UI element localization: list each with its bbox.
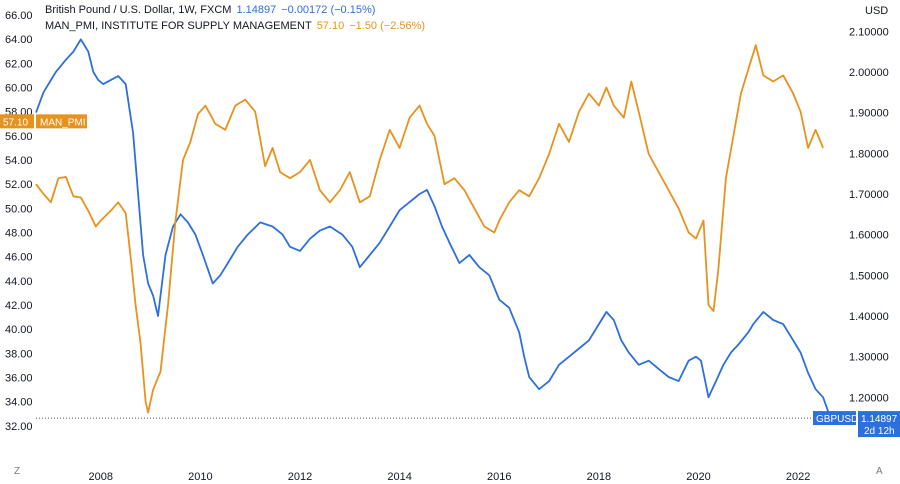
x-axis-tick-label: 2010 xyxy=(188,471,212,483)
legend-man-pmi[interactable]: MAN_PMI, INSTITUTE FOR SUPPLY MANAGEMENT… xyxy=(45,20,425,32)
left-price-axis[interactable]: 66.0064.0062.0060.0058.0056.0054.0052.00… xyxy=(5,10,33,433)
time-axis[interactable]: 2008 2010 2012 2014 2016 2018 2020 2022 xyxy=(89,471,811,483)
legend-man-pmi-change: −1.50 (−2.56%) xyxy=(349,20,426,32)
left-axis-tick-label: 42.00 xyxy=(5,300,33,312)
right-axis-tick-label: 1.30000 xyxy=(849,352,889,364)
left-axis-tick-label: 52.00 xyxy=(5,179,33,191)
x-axis-tick-label: 2018 xyxy=(587,471,611,483)
pmi-value-badge-text: 57.10 xyxy=(3,117,28,128)
legend-gbpusd-name: British Pound / U.S. Dollar, 1W, FXCM xyxy=(45,4,232,16)
right-axis-tick-label: 1.60000 xyxy=(849,230,889,242)
left-axis-tick-label: 40.00 xyxy=(5,324,33,336)
gbpusd-name-badge xyxy=(813,411,856,426)
zoom-toggle-button[interactable]: Z xyxy=(14,466,21,477)
left-axis-tick-label: 62.00 xyxy=(5,58,33,70)
left-axis-tick-label: 46.00 xyxy=(5,252,33,264)
pmi-name-badge xyxy=(36,114,87,129)
right-axis-tick-label: 1.40000 xyxy=(849,311,889,323)
left-axis-tick-label: 60.00 xyxy=(5,83,33,95)
legend-man-pmi-name: MAN_PMI, INSTITUTE FOR SUPPLY MANAGEMENT xyxy=(45,20,312,32)
left-axis-tick-label: 48.00 xyxy=(5,228,33,240)
right-axis-tick-label: 2.00000 xyxy=(849,67,889,79)
left-axis-tick-label: 54.00 xyxy=(5,155,33,167)
right-axis-tick-label: 1.80000 xyxy=(849,148,889,160)
gbpusd-price-badge xyxy=(858,411,900,438)
left-axis-tick-label: 64.00 xyxy=(5,34,33,46)
legend-man-pmi-value: 57.10 xyxy=(316,20,345,32)
left-axis-tick-label: 44.00 xyxy=(5,276,33,288)
gbpusd-countdown-text: 2d 12h xyxy=(864,426,895,437)
left-axis-tick-label: 56.00 xyxy=(5,131,33,143)
right-axis-unit-label: USD xyxy=(865,5,889,17)
legend-gbpusd-value: 1.14897 xyxy=(236,4,277,16)
legend-gbpusd[interactable]: British Pound / U.S. Dollar, 1W, FXCM 1.1… xyxy=(45,4,375,16)
right-axis-tick-label: 1.50000 xyxy=(849,270,889,282)
left-axis-tick-label: 32.00 xyxy=(5,421,33,433)
gbpusd-series-line xyxy=(35,38,832,419)
left-axis-tick-label: 38.00 xyxy=(5,348,33,360)
man-pmi-series-line xyxy=(35,44,824,414)
auto-scale-button[interactable]: A xyxy=(876,466,883,477)
pmi-name-badge-text: MAN_PMI xyxy=(40,117,86,128)
right-axis-tick-label: 1.70000 xyxy=(849,189,889,201)
left-axis-tick-label: 50.00 xyxy=(5,203,33,215)
x-axis-tick-label: 2020 xyxy=(686,471,710,483)
series-group xyxy=(35,38,832,419)
gbpusd-name-badge-text: GBPUSD xyxy=(816,414,858,425)
right-axis-tick-label: 1.20000 xyxy=(849,392,889,404)
left-axis-tick-label: 36.00 xyxy=(5,373,33,385)
gbpusd-price-badge-value: 1.14897 xyxy=(861,414,898,425)
right-axis-tick-label: 2.10000 xyxy=(849,26,889,38)
x-axis-tick-label: 2014 xyxy=(387,471,411,483)
right-price-axis[interactable]: 2.10000 2.00000 1.90000 1.80000 1.70000 1.600… xyxy=(849,26,889,404)
x-axis-tick-label: 2008 xyxy=(89,471,113,483)
x-axis-tick-label: 2012 xyxy=(288,471,312,483)
left-axis-tick-label: 66.00 xyxy=(5,10,33,22)
left-axis-tick-label: 34.00 xyxy=(5,397,33,409)
pmi-value-badge xyxy=(0,114,34,129)
x-axis-tick-label: 2016 xyxy=(487,471,511,483)
legend-gbpusd-change: −0.00172 (−0.15%) xyxy=(281,4,376,16)
x-axis-tick-label: 2022 xyxy=(786,471,810,483)
right-axis-tick-label: 1.90000 xyxy=(849,108,889,120)
